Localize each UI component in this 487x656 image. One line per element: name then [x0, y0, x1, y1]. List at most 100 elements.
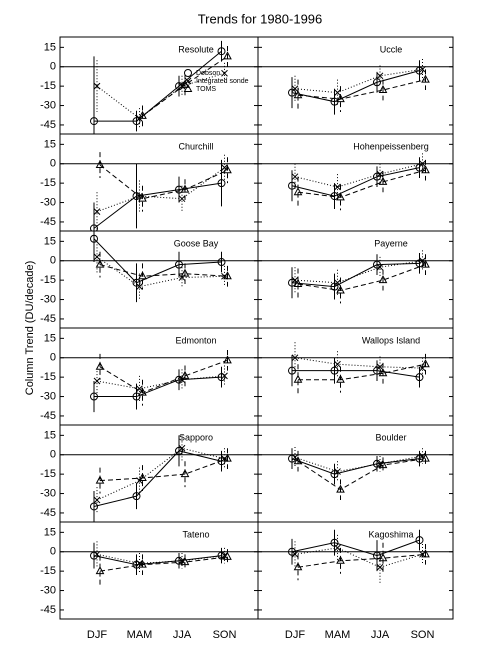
- plot-area: [288, 58, 430, 115]
- marker: [334, 360, 341, 368]
- y-tick-label: -15: [40, 177, 56, 189]
- marker: [95, 361, 105, 370]
- marker: [180, 469, 190, 478]
- y-tick-label: -30: [40, 487, 56, 499]
- series-line: [99, 556, 228, 572]
- marker: [334, 468, 341, 475]
- marker: [376, 363, 384, 371]
- panel-frame: [257, 424, 454, 523]
- series-line: [99, 458, 228, 482]
- marker: [334, 279, 341, 287]
- marker: [378, 275, 388, 284]
- marker: [336, 285, 345, 294]
- series-line: [294, 547, 423, 568]
- marker: [291, 85, 299, 93]
- marker: [136, 283, 143, 290]
- panel-title: Resolute: [178, 44, 214, 54]
- series-line: [96, 167, 225, 213]
- panel-frame: [59, 424, 259, 523]
- series-line: [96, 447, 225, 501]
- series-line: [291, 539, 420, 557]
- marker: [180, 184, 190, 193]
- x-tick-label: JJA: [371, 629, 390, 641]
- marker: [90, 117, 98, 126]
- marker: [93, 377, 101, 385]
- marker: [223, 51, 232, 60]
- marker: [376, 72, 384, 80]
- plot-area: [288, 250, 430, 304]
- panel-title: Sapporo: [179, 432, 213, 442]
- y-tick-label: 0: [50, 352, 56, 364]
- marker: [178, 195, 186, 203]
- marker: [217, 179, 226, 188]
- y-tick-label: 15: [44, 41, 56, 53]
- series-line: [294, 68, 423, 94]
- x-tick-label: SON: [411, 629, 435, 641]
- y-tick-label: -15: [40, 468, 56, 480]
- panel-frame: [257, 521, 454, 620]
- marker: [334, 183, 341, 191]
- marker: [415, 373, 424, 382]
- marker: [184, 77, 192, 85]
- chart-title: Trends for 1980-1996: [198, 11, 323, 26]
- panel-title: Tateno: [182, 529, 209, 539]
- marker: [223, 165, 232, 174]
- panel-title: Boulder: [375, 432, 406, 442]
- marker: [293, 187, 303, 196]
- marker: [90, 234, 98, 243]
- marker: [288, 88, 296, 97]
- series-line: [294, 455, 423, 473]
- marker: [138, 387, 147, 396]
- panel-frame: [257, 36, 454, 135]
- marker: [90, 392, 98, 401]
- series-line: [94, 376, 222, 398]
- plot-area: [90, 349, 232, 413]
- marker: [293, 374, 303, 383]
- panel-title: Edmonton: [175, 335, 216, 345]
- marker: [136, 560, 143, 567]
- marker: [334, 544, 341, 552]
- marker: [184, 69, 192, 77]
- panel-frame: [257, 230, 454, 329]
- plot-area: [90, 541, 232, 587]
- marker: [138, 559, 147, 568]
- y-tick-label: 15: [44, 138, 56, 150]
- marker: [293, 90, 303, 99]
- series-line: [292, 370, 420, 378]
- panel-frame: [59, 36, 259, 135]
- marker: [291, 550, 299, 558]
- panel-frame: [59, 133, 259, 232]
- marker: [288, 454, 296, 463]
- series-line: [96, 72, 225, 120]
- marker: [138, 193, 147, 202]
- y-tick-label: 0: [50, 546, 56, 558]
- series-line: [96, 375, 225, 390]
- marker: [95, 159, 105, 169]
- marker: [138, 271, 147, 280]
- marker: [419, 364, 426, 372]
- panel-title: Wallops Island: [362, 335, 420, 345]
- plot-area: [288, 153, 430, 211]
- series-line: [93, 238, 222, 284]
- marker: [421, 74, 430, 83]
- marker: [180, 79, 190, 88]
- marker: [221, 372, 228, 380]
- y-tick-label: -30: [40, 584, 56, 596]
- y-tick-label: 15: [44, 526, 56, 538]
- panel-title: Payerne: [374, 238, 408, 248]
- marker: [378, 368, 388, 377]
- marker: [336, 555, 345, 564]
- y-tick-label: 15: [44, 429, 56, 441]
- marker: [223, 355, 232, 364]
- marker: [336, 374, 345, 383]
- marker: [178, 274, 186, 281]
- plot-area: [288, 446, 430, 501]
- y-tick-label: -15: [40, 565, 56, 577]
- series-line: [93, 555, 222, 566]
- series-line: [96, 553, 225, 564]
- series-line: [99, 359, 228, 394]
- marker: [180, 268, 190, 277]
- panel-title: Goose Bay: [174, 238, 219, 248]
- plot-area: [288, 529, 430, 583]
- panel-frame: [59, 327, 259, 426]
